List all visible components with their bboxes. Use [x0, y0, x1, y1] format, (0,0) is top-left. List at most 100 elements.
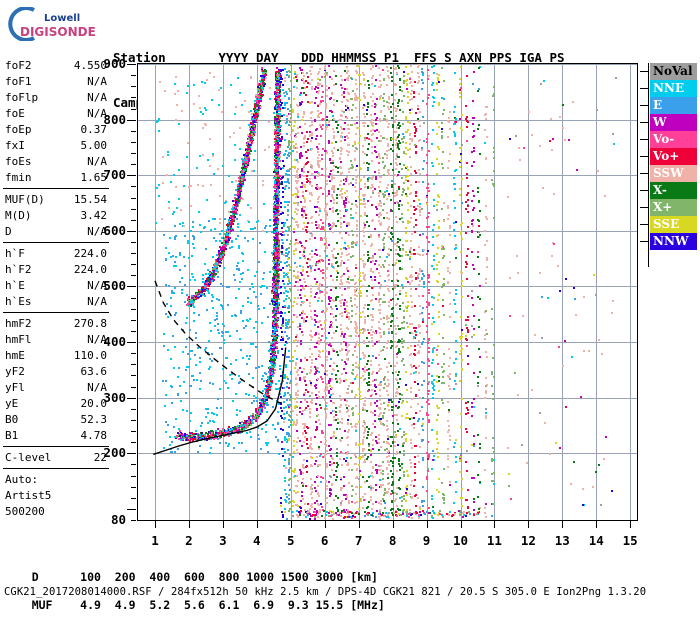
grid-hline [138, 64, 637, 65]
legend-item[interactable]: X- [650, 182, 697, 199]
y-tick [131, 330, 136, 332]
param-value: N/A [87, 332, 107, 348]
y-tick [131, 464, 136, 466]
param-value: 52.3 [81, 412, 108, 428]
param-value: 224.0 [74, 246, 107, 262]
param-row: M(D) 3.42 [3, 208, 109, 224]
param-row: fmin 1.65 [3, 170, 109, 186]
param-key: MUF(D) [5, 192, 45, 208]
param-key: foEp [5, 122, 32, 138]
grid-vline [494, 64, 496, 520]
y-tick [131, 431, 136, 432]
legend-item[interactable]: NNE [650, 80, 697, 97]
legend-tick [640, 156, 649, 157]
legend-item[interactable]: NoVal [650, 63, 697, 80]
param-value: 63.6 [81, 364, 108, 380]
ionogram-screenshot: Lowell DIGISONDE Station YYYY DAY DDD HH… [3, 7, 697, 612]
param-value: 3.42 [81, 208, 108, 224]
legend-tick [640, 105, 649, 106]
legend-item[interactable]: Vo+ [650, 148, 697, 165]
legend-tick [640, 122, 649, 123]
y-tick-label: 600 [92, 223, 126, 238]
y-tick [131, 486, 136, 488]
legend-item[interactable]: Vo- [650, 131, 697, 148]
param-value: N/A [87, 380, 107, 396]
grid-vline [460, 64, 462, 520]
x-tick [630, 521, 632, 528]
y-tick [131, 75, 136, 77]
param-row: foF2 4.550 [3, 58, 109, 74]
legend-item[interactable]: SSW [650, 165, 697, 182]
x-tick-label: 14 [589, 533, 604, 548]
param-row: h`E N/A [3, 278, 109, 294]
x-tick [222, 521, 224, 528]
legend-item-label: W [653, 115, 666, 129]
param-key: B0 [5, 412, 18, 428]
x-tick-label: 15 [623, 533, 638, 548]
param-row: MUF(D) 15.54 [3, 192, 109, 208]
y-tick-label: 700 [92, 167, 126, 182]
y-tick-label: 900 [92, 56, 126, 71]
legend-tick [640, 241, 649, 242]
param-value: 4.550 [74, 58, 107, 74]
lowell-digisonde-logo: Lowell DIGISONDE [4, 7, 104, 41]
param-separator [3, 312, 109, 313]
y-tick [131, 386, 136, 388]
y-tick [127, 286, 136, 288]
e-region-solid-curve [153, 347, 287, 456]
muf-distance-row: D 100 200 400 600 800 1000 1500 3000 [km… [32, 570, 378, 584]
param-key: hmF2 [5, 316, 32, 332]
param-key: B1 [5, 428, 18, 444]
y-tick [127, 453, 136, 455]
y-tick [131, 97, 136, 99]
ionogram-plot-area[interactable] [137, 63, 638, 521]
y-tick [131, 219, 136, 221]
y-tick [127, 342, 136, 343]
param-key: yF2 [5, 364, 25, 380]
param-value: 22 [94, 450, 107, 466]
param-value: 270.8 [74, 316, 107, 332]
y-tick [127, 230, 136, 232]
legend-item[interactable]: SSE [650, 216, 697, 233]
legend-item[interactable]: E [650, 97, 697, 114]
param-separator [3, 446, 109, 447]
y-tick [131, 375, 136, 377]
param-key: fxI [5, 138, 25, 154]
y-tick [127, 175, 136, 177]
x-tick-label: 8 [389, 533, 397, 548]
grid-vline [596, 64, 598, 520]
svg-text:Lowell: Lowell [44, 13, 80, 24]
param-value: 4.78 [81, 428, 108, 444]
param-key: D [5, 224, 12, 240]
y-tick-label: 300 [92, 390, 126, 405]
x-tick [528, 521, 530, 528]
x-tick [562, 521, 564, 528]
param-row: foEp 0.37 [3, 122, 109, 138]
param-value: N/A [87, 106, 107, 122]
y-tick [127, 397, 136, 399]
grid-vline [290, 64, 292, 520]
param-row: h`F 224.0 [3, 246, 109, 262]
y-axis: 200 300 400 500 600 700 800 900 80 [100, 55, 136, 535]
legend-item-label: E [653, 98, 662, 112]
doppler-direction-legend: NoVal NNE E W Vo- Vo+ SSW X- X+ SSE NNW [650, 63, 697, 250]
svg-text:DIGISONDE: DIGISONDE [20, 25, 96, 39]
x-axis: 1 2 3 4 5 6 7 8 9 10 11 12 13 14 15 [137, 521, 638, 555]
legend-tick [640, 71, 649, 72]
legend-tick [640, 173, 649, 174]
legend-item[interactable]: W [650, 114, 697, 131]
y-tick [131, 108, 136, 110]
param-value: 15.54 [74, 192, 107, 208]
x-tick-label: 6 [321, 533, 329, 548]
param-value: N/A [87, 278, 107, 294]
y-tick [131, 497, 136, 499]
legend-item-label: Vo+ [653, 149, 679, 163]
y-tick [131, 353, 136, 355]
param-key: h`F [5, 246, 25, 262]
legend-tick [640, 207, 649, 208]
legend-item[interactable]: X+ [650, 199, 697, 216]
y-tick [131, 130, 136, 132]
legend-item-label: SSW [653, 166, 684, 180]
legend-item[interactable]: NNW [650, 233, 697, 250]
x-tick [596, 521, 598, 528]
